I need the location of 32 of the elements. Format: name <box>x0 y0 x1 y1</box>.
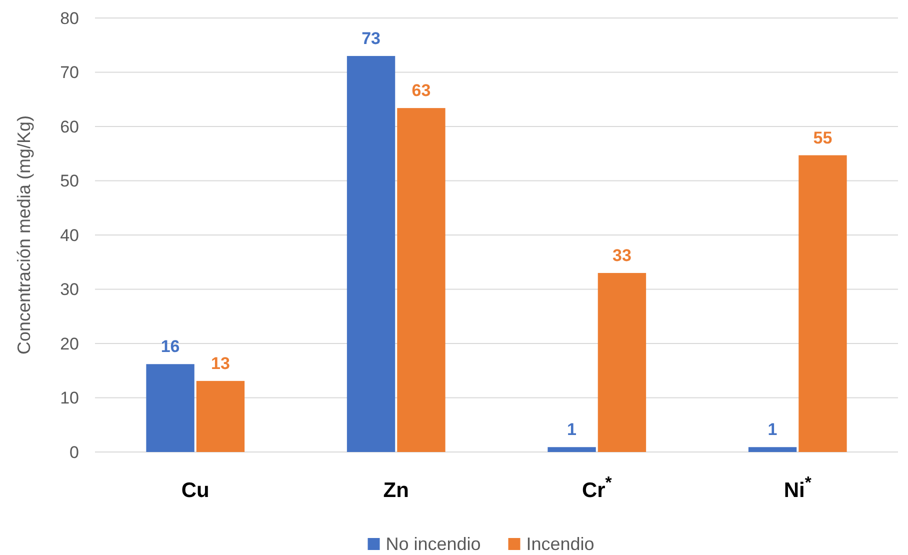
data-label: 33 <box>612 246 632 265</box>
y-axis-title: Concentración media (mg/Kg) <box>14 115 34 355</box>
bar <box>748 447 797 452</box>
x-tick-label: Cu <box>181 479 210 502</box>
bar <box>397 108 446 452</box>
y-tick-label: 60 <box>60 117 79 136</box>
x-tick-label: Zn <box>383 479 409 502</box>
data-label: 1 <box>567 420 577 440</box>
legend-label: Incendio <box>526 534 594 554</box>
data-label: 73 <box>362 28 380 48</box>
legend-label: No incendio <box>386 534 481 554</box>
bar <box>798 155 847 452</box>
y-tick-label: 40 <box>60 226 79 245</box>
data-label: 63 <box>412 81 431 100</box>
data-label: 1 <box>768 420 778 440</box>
data-label: 13 <box>211 354 230 373</box>
bar <box>146 364 194 452</box>
data-label: 16 <box>160 337 180 356</box>
bar <box>548 447 596 452</box>
y-tick-label: 20 <box>60 334 79 354</box>
bar <box>346 56 396 452</box>
y-tick-label: 10 <box>60 388 79 408</box>
y-tick-label: 0 <box>70 442 79 462</box>
y-tick-label: 30 <box>60 280 79 300</box>
x-tick-label: Ni$^{*}$ <box>784 472 812 502</box>
y-tick-label: 70 <box>60 63 79 82</box>
bar <box>196 380 245 452</box>
y-tick-label: 50 <box>60 172 79 191</box>
data-label: 55 <box>813 128 832 148</box>
x-tick-label: Cr$^{*}$ <box>582 472 612 502</box>
y-tick-label: 80 <box>60 8 79 28</box>
bar <box>598 272 646 452</box>
